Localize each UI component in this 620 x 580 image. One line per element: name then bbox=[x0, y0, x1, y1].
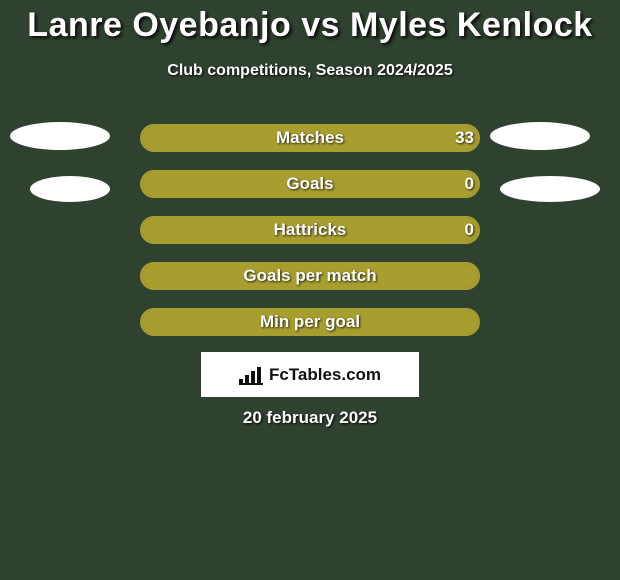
stat-row: Hattricks0 bbox=[0, 216, 620, 246]
stat-value: 0 bbox=[434, 216, 474, 244]
logo-chart-icon bbox=[239, 365, 263, 385]
stat-row: Goals0 bbox=[0, 170, 620, 200]
stat-value: 0 bbox=[434, 170, 474, 198]
logo-text: FcTables.com bbox=[269, 365, 381, 385]
stat-label: Matches bbox=[140, 124, 480, 152]
stat-label: Min per goal bbox=[140, 308, 480, 336]
stat-label: Hattricks bbox=[140, 216, 480, 244]
stat-row: Goals per match bbox=[0, 262, 620, 292]
stat-row: Min per goal bbox=[0, 308, 620, 338]
subtitle: Club competitions, Season 2024/2025 bbox=[0, 62, 620, 80]
stat-value: 33 bbox=[434, 124, 474, 152]
date-label: 20 february 2025 bbox=[0, 408, 620, 428]
stat-row: Matches33 bbox=[0, 124, 620, 154]
page-title: Lanre Oyebanjo vs Myles Kenlock bbox=[0, 6, 620, 45]
logo: FcTables.com bbox=[201, 352, 419, 397]
stat-label: Goals per match bbox=[140, 262, 480, 290]
stat-label: Goals bbox=[140, 170, 480, 198]
comparison-infographic: Lanre Oyebanjo vs Myles Kenlock Club com… bbox=[0, 0, 620, 580]
